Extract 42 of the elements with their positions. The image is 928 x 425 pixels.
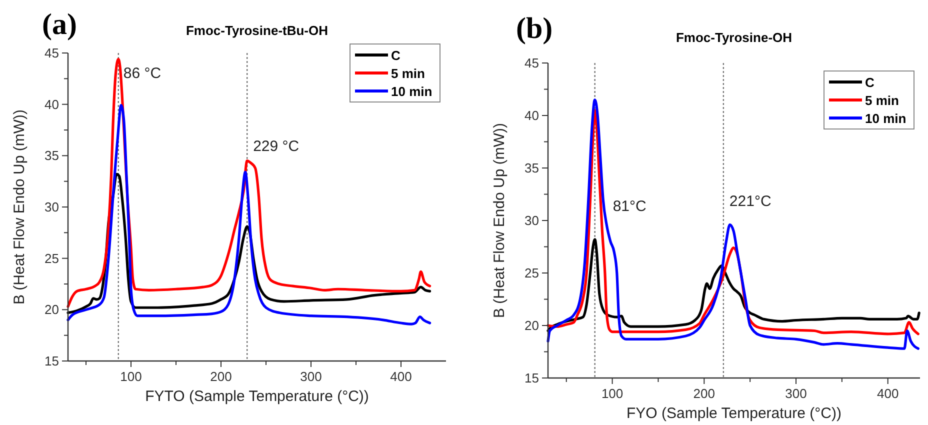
y-tick-label: 25	[44, 250, 59, 266]
y-tick-label: 35	[44, 148, 59, 164]
y-axis-title: B (Heat Flow Endo Up (mW))	[491, 122, 508, 318]
legend-label: 5 min	[865, 93, 900, 108]
y-tick-label: 40	[44, 96, 59, 112]
y-tick-label: 35	[524, 160, 539, 176]
x-tick-label: 300	[300, 369, 322, 384]
y-axis-title: B (Heat Flow Endo Up (mW))	[11, 109, 28, 305]
y-tick-label: 45	[44, 46, 59, 60]
chart-title: Fmoc-Tyrosine-tBu-OH	[186, 23, 328, 38]
line-series	[546, 238, 920, 332]
legend-label: 5 min	[391, 66, 426, 81]
y-tick-label: 30	[44, 200, 59, 214]
y-tick-label: 45	[524, 56, 539, 70]
text: (a)	[42, 8, 77, 41]
y-tick-label: 15	[44, 354, 59, 368]
y-tick-label: 20	[44, 302, 59, 318]
y-tick-label: 25	[524, 266, 539, 280]
legend-label: 10 min	[391, 84, 432, 99]
ref-line-label: 229 °C	[253, 138, 300, 155]
x-tick-label: 300	[785, 386, 807, 401]
ref-line-label: 81°C	[612, 198, 647, 215]
x-axis-title: FYO (Sample Temperature (°C))	[626, 405, 842, 422]
x-axis-title: FYTO (Sample Temperature (°C))	[145, 388, 369, 405]
y-tick-label: 20	[524, 318, 539, 333]
legend-label: 10 min	[865, 111, 906, 126]
ref-line-label: 86 °C	[123, 65, 162, 82]
x-tick-label: 400	[877, 386, 899, 401]
line-series	[66, 104, 432, 326]
legend-label: C	[391, 48, 401, 63]
x-tick-label: 200	[693, 386, 715, 401]
x-tick-label: 400	[390, 369, 412, 384]
y-tick-label: 30	[524, 213, 539, 228]
x-tick-label: 200	[210, 369, 232, 384]
x-tick-label: 100	[601, 386, 624, 401]
legend-label: C	[865, 75, 875, 90]
y-tick-label: 40	[524, 108, 539, 123]
ref-line-label: 221°C	[729, 193, 772, 210]
x-tick-label: 100	[120, 369, 142, 384]
text: (b)	[516, 12, 553, 45]
y-tick-label: 15	[524, 370, 539, 386]
chart-title: Fmoc-Tyrosine-OH	[676, 30, 792, 45]
